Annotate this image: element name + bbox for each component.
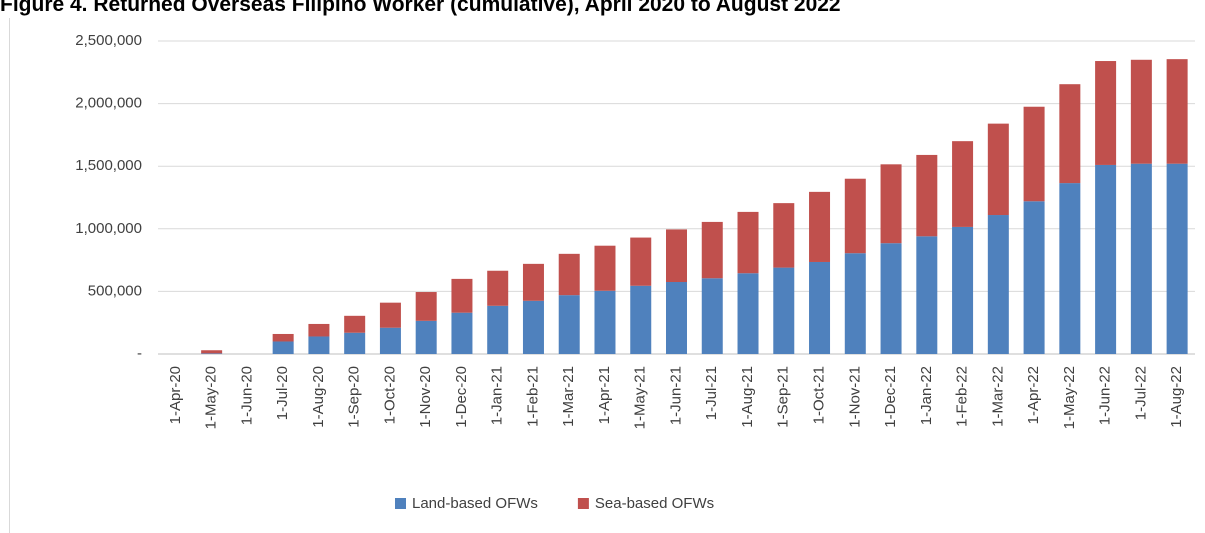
bar-segment <box>987 123 1009 216</box>
x-tick-label: 1-Mar-21 <box>560 366 577 427</box>
bar-segment <box>1023 201 1045 354</box>
bar-segment <box>701 221 723 279</box>
x-tick-label: 1-Jun-21 <box>667 366 684 425</box>
bar-segment <box>987 215 1009 354</box>
bar-segment <box>916 236 938 354</box>
x-tick-label: 1-Jun-20 <box>238 366 255 425</box>
bar-segment <box>308 336 330 354</box>
bar-segment <box>344 315 366 333</box>
bar-segment <box>487 270 509 306</box>
x-tick-label: 1-May-22 <box>1061 366 1078 429</box>
x-tick-label: 1-Sep-20 <box>346 366 363 428</box>
bar-segment <box>880 164 902 244</box>
bar-segment <box>737 273 759 354</box>
bar-segment <box>701 278 723 354</box>
bar-segment <box>451 312 473 354</box>
legend-swatch <box>577 498 589 509</box>
bar-segment <box>1130 59 1152 164</box>
x-tick-label: 1-Dec-21 <box>882 366 899 428</box>
x-tick-label: 1-Oct-21 <box>811 366 828 424</box>
x-tick-label: 1-Aug-20 <box>310 366 327 428</box>
chart-title: Figure 4. Returned Overseas Filipino Wor… <box>0 0 841 16</box>
x-tick-label: 1-Nov-21 <box>846 366 863 428</box>
bar-segment <box>880 243 902 354</box>
x-tick-label: 1-Jan-21 <box>489 366 506 425</box>
x-tick-label: 1-Jul-21 <box>703 366 720 420</box>
bar-segment <box>773 267 795 354</box>
legend-label: Sea-based OFWs <box>595 495 714 512</box>
x-tick-label: 1-Apr-21 <box>596 366 613 424</box>
bar-segment <box>379 327 401 354</box>
x-tick-label: 1-Jul-22 <box>1132 366 1149 420</box>
bar-segment <box>630 285 652 354</box>
bar-segment <box>1059 84 1081 184</box>
bar-segment <box>809 261 831 354</box>
bar-segment <box>594 245 616 291</box>
bar-segment <box>415 320 437 354</box>
bar-segment <box>952 226 974 354</box>
bar-segment <box>379 302 401 328</box>
bar-segment <box>1130 163 1152 354</box>
x-tick-label: 1-Sep-21 <box>775 366 792 428</box>
bar-segment <box>1059 183 1081 354</box>
bar-segment <box>522 263 544 301</box>
x-tick-label: 1-Jul-20 <box>274 366 291 420</box>
y-tick-label: 500,000 <box>88 282 142 299</box>
bar-segment <box>415 292 437 321</box>
y-tick-label: 1,500,000 <box>75 157 142 174</box>
bar-segment <box>487 305 509 354</box>
bar-segment <box>952 141 974 227</box>
x-tick-label: 1-May-20 <box>203 366 220 429</box>
bar-segment <box>737 211 759 274</box>
x-tick-label: 1-Feb-22 <box>954 366 971 427</box>
bar-segment <box>1023 106 1045 202</box>
x-tick-label: 1-Jan-22 <box>918 366 935 425</box>
bar-segment <box>594 290 616 354</box>
x-tick-label: 1-Mar-22 <box>989 366 1006 427</box>
bar-segment <box>666 282 687 354</box>
bar-segment <box>916 154 938 237</box>
bar-segment <box>1166 59 1188 164</box>
legend-swatch <box>395 498 406 509</box>
bar-segment <box>522 300 544 354</box>
x-tick-label: 1-Aug-22 <box>1168 366 1185 428</box>
bar-segment <box>201 350 223 354</box>
x-tick-label: 1-Oct-20 <box>381 366 398 424</box>
bar-segment <box>272 333 294 342</box>
bar-segment <box>1095 61 1117 165</box>
x-tick-label: 1-Jun-22 <box>1097 366 1114 425</box>
bar-segment <box>844 253 866 354</box>
bar-segment <box>1095 164 1117 354</box>
bar-segment <box>630 237 652 286</box>
legend-label: Land-based OFWs <box>412 495 538 512</box>
bar-segment <box>844 178 866 254</box>
x-tick-label: 1-Apr-22 <box>1025 366 1042 424</box>
y-tick-label: 2,500,000 <box>75 32 142 49</box>
x-tick-label: 1-Aug-21 <box>739 366 756 428</box>
y-tick-label: 2,000,000 <box>75 95 142 112</box>
bar-segment <box>1166 163 1188 354</box>
x-tick-label: 1-Apr-20 <box>167 366 184 424</box>
x-tick-label: 1-Nov-20 <box>417 366 434 428</box>
x-tick-label: 1-Dec-20 <box>453 366 470 428</box>
bar-segment <box>666 229 687 283</box>
x-tick-label: 1-May-21 <box>632 366 649 429</box>
x-tick-label: 1-Feb-21 <box>524 366 541 427</box>
bar-segment <box>451 278 473 313</box>
bar-segment <box>558 253 580 296</box>
bar-segment <box>201 353 223 354</box>
bar-segment <box>809 191 831 262</box>
bar-segment <box>344 332 366 354</box>
bar-segment <box>558 295 580 354</box>
bar-segment <box>773 203 795 268</box>
y-tick-label: - <box>137 345 142 362</box>
bar-segment <box>272 341 294 354</box>
bar-segment <box>308 323 330 337</box>
y-tick-label: 1,000,000 <box>75 220 142 237</box>
